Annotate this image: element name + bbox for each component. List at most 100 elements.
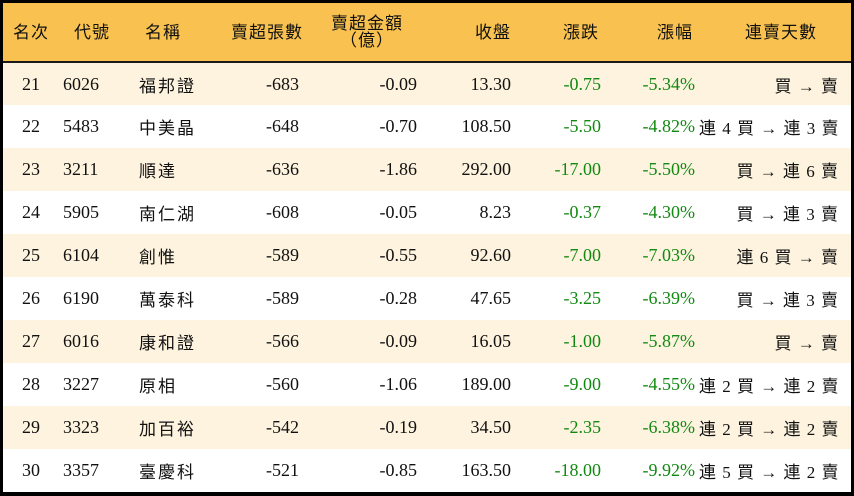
change-cell: -1.00 bbox=[563, 331, 602, 351]
sell-amount-cell: -1.06 bbox=[379, 374, 418, 394]
table-row: 26 6190 萬泰科 -589 -0.28 47.65 -3.25 -6.39… bbox=[3, 277, 851, 320]
streak-cell: 連 6 買 → 賣 bbox=[736, 248, 839, 267]
close-cell: 189.00 bbox=[461, 374, 512, 394]
code-cell: 5905 bbox=[63, 202, 99, 222]
header-change: 漲跌 bbox=[563, 22, 599, 42]
code-cell: 3211 bbox=[63, 159, 99, 179]
name-cell: 南仁湖 bbox=[139, 205, 196, 224]
sell-volume-cell: -589 bbox=[266, 288, 299, 308]
change-cell: -0.75 bbox=[563, 73, 602, 94]
sell-amount-cell: -0.70 bbox=[379, 116, 418, 136]
change-pct-cell: -4.55% bbox=[642, 374, 696, 394]
code-cell: 3323 bbox=[63, 417, 99, 437]
change-cell: -7.00 bbox=[563, 245, 602, 265]
sell-volume-cell: -683 bbox=[266, 73, 299, 94]
table-row: 28 3227 原相 -560 -1.06 189.00 -9.00 -4.55… bbox=[3, 363, 851, 406]
streak-cell: 買 → 連 6 賣 bbox=[736, 162, 839, 181]
change-cell: -0.37 bbox=[563, 202, 602, 222]
rank-cell: 29 bbox=[22, 417, 40, 437]
sell-volume-cell: -560 bbox=[266, 374, 299, 394]
code-cell: 5483 bbox=[63, 116, 99, 136]
change-pct-cell: -7.03% bbox=[642, 245, 696, 265]
close-cell: 92.60 bbox=[470, 245, 512, 265]
streak-cell: 連 5 買 → 連 2 賣 bbox=[699, 463, 840, 482]
rank-cell: 24 bbox=[22, 202, 40, 222]
close-cell: 108.50 bbox=[461, 116, 512, 136]
close-cell: 8.23 bbox=[479, 202, 512, 222]
change-cell: -2.35 bbox=[563, 417, 602, 437]
rank-cell: 30 bbox=[22, 460, 40, 480]
table-header: 名次 代號 名稱 賣超張數 賣超金額 （億） 收盤 漲跌 漲幅 連賣天數 bbox=[3, 3, 851, 62]
sell-amount-cell: -0.09 bbox=[379, 331, 418, 351]
close-cell: 34.50 bbox=[470, 417, 512, 437]
close-cell: 47.65 bbox=[470, 288, 512, 308]
change-cell: -3.25 bbox=[563, 288, 602, 308]
table-body: 21 6026 福邦證 -683 -0.09 13.30 -0.75 -5.34… bbox=[3, 62, 851, 492]
sell-volume-cell: -521 bbox=[266, 460, 299, 480]
streak-cell: 買 → 賣 bbox=[774, 76, 839, 96]
change-cell: -9.00 bbox=[563, 374, 602, 394]
header-sell-amount-title: 賣超金額 bbox=[331, 14, 403, 33]
code-cell: 6104 bbox=[63, 245, 99, 265]
sell-amount-cell: -0.28 bbox=[379, 288, 418, 308]
rank-cell: 23 bbox=[22, 159, 40, 179]
rank-cell: 21 bbox=[22, 73, 40, 94]
header-sell-amount: 賣超金額 （億） bbox=[305, 3, 423, 62]
sell-volume-cell: -608 bbox=[266, 202, 299, 222]
change-pct-cell: -4.82% bbox=[642, 116, 696, 136]
table-row: 30 3357 臺慶科 -521 -0.85 163.50 -18.00 -9.… bbox=[3, 449, 851, 492]
table-row: 22 5483 中美晶 -648 -0.70 108.50 -5.50 -4.8… bbox=[3, 105, 851, 148]
name-cell: 福邦證 bbox=[139, 76, 196, 96]
header-streak: 連賣天數 bbox=[745, 22, 817, 42]
header-rank: 名次 bbox=[13, 22, 49, 42]
change-pct-cell: -9.92% bbox=[642, 460, 696, 480]
close-cell: 292.00 bbox=[461, 159, 512, 179]
header-sell-volume: 賣超張數 bbox=[231, 22, 303, 42]
close-cell: 13.30 bbox=[470, 73, 512, 94]
change-pct-cell: -5.50% bbox=[642, 159, 696, 179]
header-row: 名次 代號 名稱 賣超張數 賣超金額 （億） 收盤 漲跌 漲幅 連賣天數 bbox=[3, 3, 851, 62]
net-sell-ranking-table: 名次 代號 名稱 賣超張數 賣超金額 （億） 收盤 漲跌 漲幅 連賣天數 21 … bbox=[3, 3, 851, 492]
name-cell: 加百裕 bbox=[139, 420, 196, 439]
streak-cell: 買 → 連 3 賣 bbox=[736, 291, 839, 310]
streak-cell: 連 4 買 → 連 3 賣 bbox=[699, 119, 840, 138]
header-code: 代號 bbox=[74, 22, 110, 42]
name-cell: 創惟 bbox=[139, 248, 177, 267]
sell-volume-cell: -542 bbox=[266, 417, 299, 437]
code-cell: 6190 bbox=[63, 288, 99, 308]
sell-amount-cell: -0.09 bbox=[379, 73, 418, 94]
sell-amount-cell: -0.85 bbox=[379, 460, 418, 480]
name-cell: 萬泰科 bbox=[139, 291, 196, 310]
header-name: 名稱 bbox=[145, 22, 181, 42]
table-row: 25 6104 創惟 -589 -0.55 92.60 -7.00 -7.03%… bbox=[3, 234, 851, 277]
header-close: 收盤 bbox=[475, 22, 511, 42]
rank-cell: 28 bbox=[22, 374, 40, 394]
code-cell: 6016 bbox=[63, 331, 99, 351]
streak-cell: 連 2 買 → 連 2 賣 bbox=[699, 377, 840, 396]
change-pct-cell: -6.38% bbox=[642, 417, 696, 437]
sell-volume-cell: -648 bbox=[266, 116, 299, 136]
streak-cell: 連 2 買 → 連 2 賣 bbox=[699, 420, 840, 439]
name-cell: 原相 bbox=[139, 377, 177, 396]
rank-cell: 26 bbox=[22, 288, 40, 308]
name-cell: 臺慶科 bbox=[139, 463, 196, 482]
change-cell: -18.00 bbox=[554, 460, 602, 480]
streak-cell: 買 → 連 3 賣 bbox=[736, 205, 839, 224]
sell-amount-cell: -1.86 bbox=[379, 159, 418, 179]
streak-cell: 買 → 賣 bbox=[774, 334, 839, 353]
rank-cell: 27 bbox=[22, 331, 40, 351]
table-row: 21 6026 福邦證 -683 -0.09 13.30 -0.75 -5.34… bbox=[3, 62, 851, 105]
change-pct-cell: -5.34% bbox=[642, 73, 696, 94]
change-pct-cell: -5.87% bbox=[642, 331, 696, 351]
header-sell-amount-unit: （億） bbox=[340, 31, 394, 50]
change-pct-cell: -4.30% bbox=[642, 202, 696, 222]
rank-cell: 25 bbox=[22, 245, 40, 265]
sell-amount-cell: -0.05 bbox=[379, 202, 418, 222]
close-cell: 16.05 bbox=[470, 331, 512, 351]
close-cell: 163.50 bbox=[461, 460, 512, 480]
change-cell: -17.00 bbox=[554, 159, 602, 179]
change-cell: -5.50 bbox=[563, 116, 602, 136]
table-row: 24 5905 南仁湖 -608 -0.05 8.23 -0.37 -4.30%… bbox=[3, 191, 851, 234]
sell-volume-cell: -566 bbox=[266, 331, 299, 351]
